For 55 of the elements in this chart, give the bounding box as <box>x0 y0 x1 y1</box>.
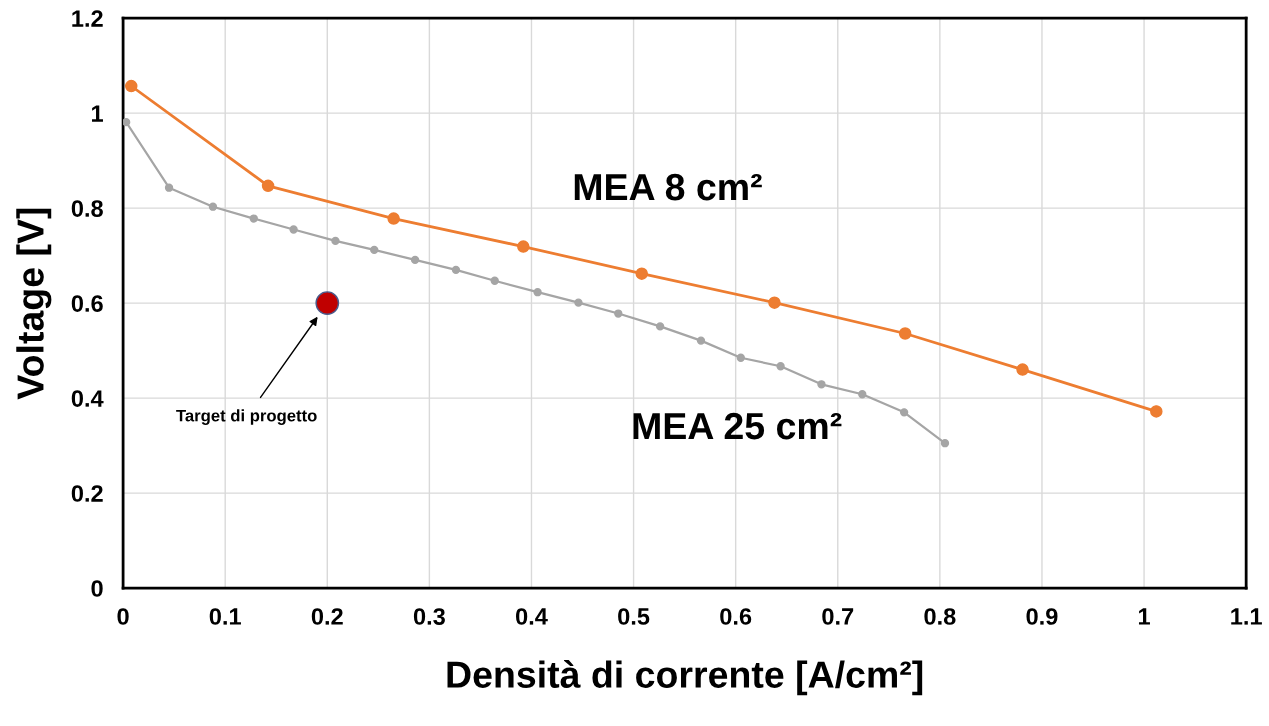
point <box>696 336 706 345</box>
point <box>533 288 542 297</box>
y-tick-label: 0.8 <box>71 200 103 217</box>
x-tick-label: 0.4 <box>516 608 548 625</box>
point <box>208 202 218 211</box>
y-tick-label: 0.2 <box>71 485 103 502</box>
series-label: MEA 25 cm² <box>633 412 842 440</box>
point <box>261 179 275 193</box>
annotation: Target di progetto <box>176 409 317 425</box>
y-tick-label: 0.4 <box>71 390 104 407</box>
y-tick-label: 0 <box>91 580 103 597</box>
point <box>387 212 400 225</box>
point <box>655 322 665 331</box>
point <box>614 309 623 318</box>
point <box>1150 405 1163 418</box>
series-label: MEA 8 cm² <box>574 173 762 201</box>
x-tick-label: 1 <box>1138 608 1150 625</box>
point <box>164 183 174 192</box>
point <box>898 327 912 340</box>
x-tick-label: 0.8 <box>924 608 956 625</box>
point <box>315 291 340 315</box>
point <box>574 298 583 307</box>
point <box>370 245 379 255</box>
x-tick-label: 0.1 <box>209 608 241 625</box>
point <box>899 408 909 417</box>
x-tick-label: 0 <box>117 608 129 625</box>
x-tick-label: 0.6 <box>720 608 752 625</box>
point <box>451 265 461 275</box>
x-tick-label: 1.1 <box>1231 608 1262 625</box>
point <box>331 236 340 246</box>
point <box>1016 363 1029 376</box>
x-tick-label: 0.3 <box>413 608 445 625</box>
point <box>635 267 648 280</box>
y-tick-label: 1.2 <box>72 10 103 27</box>
point <box>125 79 138 93</box>
point <box>249 214 258 223</box>
point <box>817 380 826 389</box>
x-tick-label: 0.7 <box>822 608 854 625</box>
point <box>490 276 499 285</box>
y-axis-title: Voltage [V] <box>16 208 52 400</box>
point <box>768 296 781 309</box>
x-tick-label: 0.9 <box>1026 608 1058 625</box>
point <box>858 390 867 399</box>
point <box>736 353 745 362</box>
point <box>410 255 420 265</box>
point <box>776 362 785 371</box>
y-tick-label: 0.6 <box>71 295 103 312</box>
point <box>517 240 530 253</box>
point <box>289 225 298 234</box>
x-tick-label: 0.2 <box>311 608 343 625</box>
point <box>123 117 131 127</box>
x-axis-title: Densità di corrente [A/cm²] <box>447 660 923 696</box>
y-tick-label: 1 <box>92 105 103 122</box>
point <box>940 439 950 448</box>
x-tick-label: 0.5 <box>618 608 650 625</box>
